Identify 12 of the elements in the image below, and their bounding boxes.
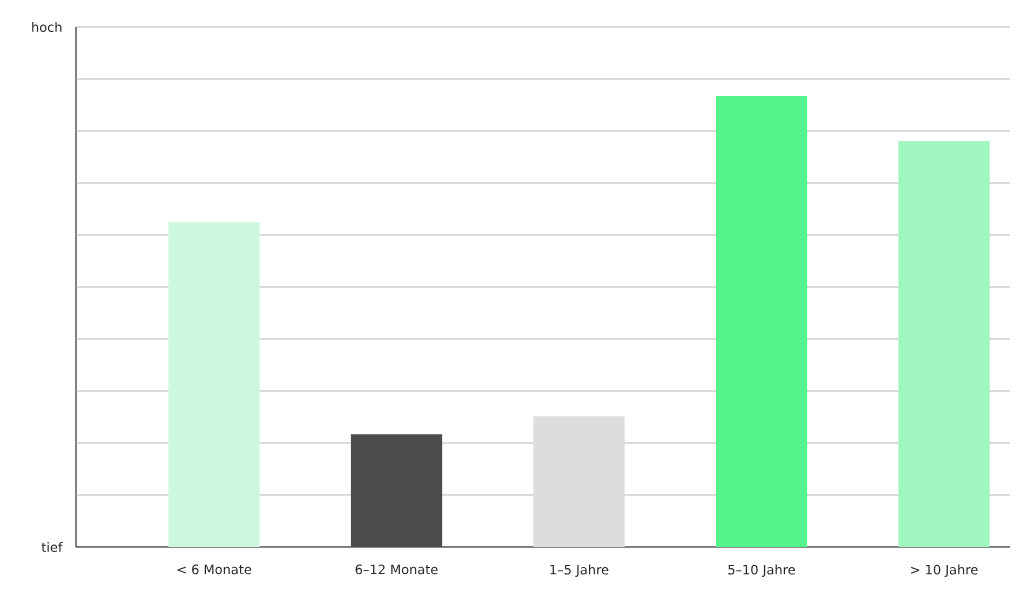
x-tick-label: < 6 Monate <box>177 564 252 575</box>
x-tick-label: 5–10 Jahre <box>728 564 795 577</box>
bar <box>898 141 990 547</box>
bar <box>533 416 625 547</box>
x-tick-label: > 10 Jahre <box>911 564 978 577</box>
x-tick-label: 6–12 Monate <box>355 564 438 575</box>
x-tick-label: 1–5 Jahre <box>550 564 609 577</box>
text: hoch <box>32 21 62 32</box>
bar <box>350 434 443 547</box>
bar <box>715 95 808 547</box>
bar <box>168 222 260 547</box>
text: tief <box>41 541 63 552</box>
